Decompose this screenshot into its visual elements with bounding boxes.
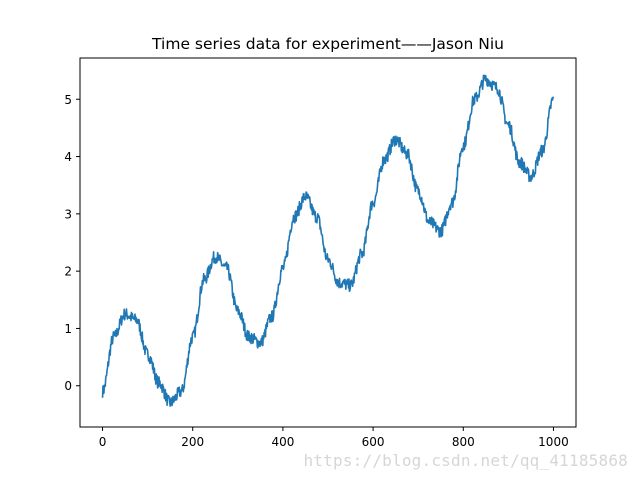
y-tick-label: 0 <box>64 379 72 393</box>
series-line <box>101 74 555 407</box>
x-tick-label: 0 <box>99 435 107 449</box>
x-tick-label: 200 <box>181 435 204 449</box>
plot-frame <box>79 57 577 428</box>
axes: 0 200 400 600 800 1000 0 1 2 3 4 5 <box>64 57 577 449</box>
watermark-text: https://blog.csdn.net/qq_41185868 <box>303 451 628 470</box>
y-tick-label: 4 <box>64 150 72 164</box>
y-tick-label: 5 <box>64 93 72 107</box>
y-tick-label: 3 <box>64 207 72 221</box>
x-tick-label: 800 <box>452 435 475 449</box>
chart-title: Time series data for experiment——Jason N… <box>151 35 504 53</box>
y-tick-label: 2 <box>64 265 72 279</box>
series-layer <box>101 74 555 407</box>
x-tick-label: 600 <box>362 435 385 449</box>
x-tick-label: 400 <box>271 435 294 449</box>
x-tick-label: 1000 <box>538 435 569 449</box>
y-tick-label: 1 <box>64 322 72 336</box>
